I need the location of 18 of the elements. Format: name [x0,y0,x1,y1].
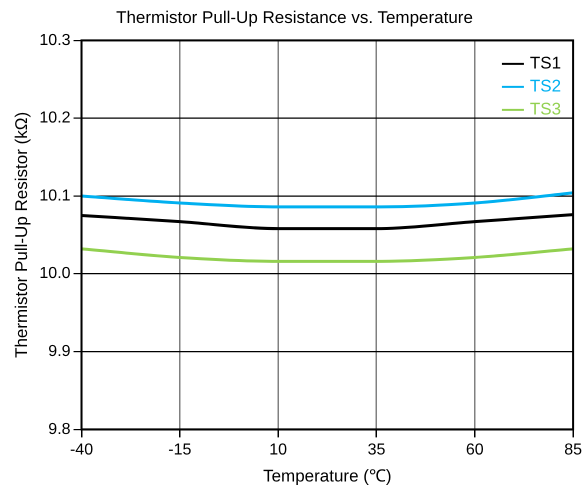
legend-label: TS1 [530,54,562,73]
legend-label: TS2 [530,76,562,96]
y-tick-label: 10.3 [39,32,71,49]
legend-label: TS3 [530,100,562,119]
x-tick-label: -15 [168,441,192,458]
y-tick-label: 10.1 [39,187,71,204]
chart-title: Thermistor Pull-Up Resistance vs. Temperature [116,8,473,27]
x-tick-label: 10 [269,441,288,458]
x-tick-label: 60 [466,441,484,458]
y-tick-label: 10.2 [39,110,71,127]
x-tick-label: -40 [70,441,94,458]
y-tick-label: 9.9 [48,343,71,360]
y-axis-title: Thermistor Pull-Up Resistor (kΩ) [12,112,31,358]
x-axis-title: Temperature (℃) [263,466,392,486]
x-tick-label: 85 [564,441,582,458]
x-tick-label: 35 [368,441,386,458]
y-tick-label: 9.8 [48,420,71,438]
y-tick-label: 10.0 [39,265,71,282]
